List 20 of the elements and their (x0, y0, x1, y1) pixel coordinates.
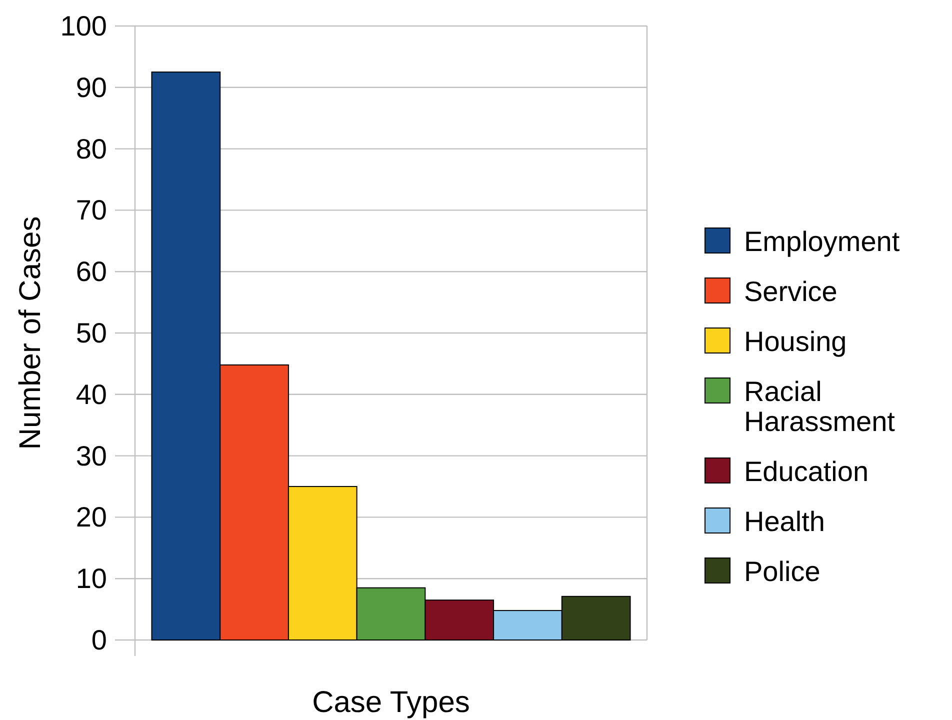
y-tick-label: 50 (76, 318, 107, 348)
legend-label: Police (744, 556, 820, 587)
y-tick-label: 70 (76, 194, 107, 226)
y-tick-label: 60 (76, 256, 107, 288)
legend-label: Health (744, 506, 825, 537)
y-tick-label: 30 (76, 440, 107, 472)
legend-label: Education (744, 456, 869, 487)
y-tick-label: 0 (91, 624, 107, 656)
legend-label: Employment (744, 226, 900, 257)
legend-label: Service (744, 276, 838, 307)
y-tick-label: 90 (76, 72, 107, 103)
legend-label: Housing (744, 326, 847, 357)
y-axis-title: Number of Cases (14, 216, 47, 450)
y-tick-label: 10 (76, 563, 107, 594)
y-tick-label: 80 (76, 133, 107, 164)
legend-label: Racial Harassment (744, 376, 896, 437)
y-tick-label: 40 (76, 378, 107, 410)
y-tick-label: 20 (76, 502, 107, 533)
x-axis-title: Case Types (312, 686, 470, 719)
y-tick-label: 100 (60, 10, 107, 42)
